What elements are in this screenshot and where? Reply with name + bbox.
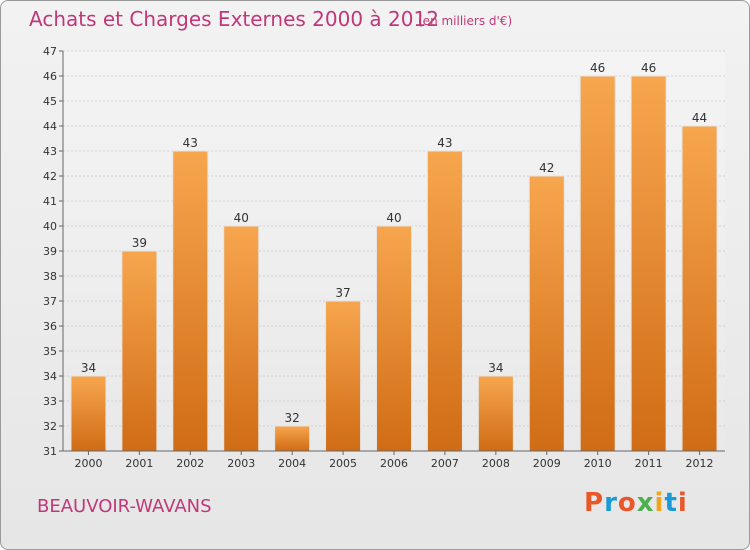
value-label-2010: 46 [590,61,605,75]
bar-2008 [477,375,514,452]
bar-2010 [579,75,616,452]
y-tick-label: 43 [43,145,57,158]
logo-letter: t [664,488,678,518]
y-tick-label: 41 [43,195,57,208]
y-tick-label: 42 [43,170,57,183]
y-tick-label: 36 [43,320,57,333]
logo-letter: i [654,488,665,518]
y-tick-label: 40 [43,220,57,233]
x-tick-label-2006: 2006 [380,457,408,470]
y-tick-label: 32 [43,420,57,433]
bar-2005 [325,300,362,452]
logo-letter: o [617,488,637,518]
bar-2001 [121,250,158,452]
y-tick-label: 44 [43,120,57,133]
value-label-2006: 40 [386,211,401,225]
y-tick-label: 34 [43,370,57,383]
axes: 31 32 33 34 35 36 37 38 39 40 41 42 43 44 45 46 47 2000 20… [43,45,725,470]
value-label-2000: 34 [81,361,96,375]
x-tick-label-2012: 2012 [686,457,714,470]
logo-letter: r [604,488,618,518]
x-tick-label-2005: 2005 [329,457,357,470]
logo-letter: x [636,488,655,518]
value-label-2004: 32 [285,411,300,425]
x-tick-label-2003: 2003 [227,457,255,470]
y-tick-label: 46 [43,70,57,83]
y-tick-label: 38 [43,270,57,283]
x-tick-label-2010: 2010 [584,457,612,470]
value-label-2007: 43 [437,136,452,150]
value-label-2001: 39 [132,236,147,250]
x-tick-label-2001: 2001 [125,457,153,470]
x-tick-label-2004: 2004 [278,457,306,470]
x-tick-label-2007: 2007 [431,457,459,470]
chart-subtitle: (en milliers d'€) [418,14,513,28]
bars: 34 39 43 40 32 37 40 43 34 42 46 46 44 [70,61,718,452]
bar-2003 [223,225,260,452]
bar-2011 [630,75,667,452]
y-tick-label: 45 [43,95,57,108]
x-tick-label-2011: 2011 [635,457,663,470]
y-tick-label: 47 [43,45,57,58]
value-label-2008: 34 [488,361,503,375]
bar-2004 [274,425,311,452]
bar-2012 [681,125,718,452]
value-label-2002: 43 [183,136,198,150]
value-label-2003: 40 [234,211,249,225]
x-tick-label-2009: 2009 [533,457,561,470]
chart-title: Achats et Charges Externes 2000 à 2012 [29,7,439,31]
x-tick-label-2000: 2000 [74,457,102,470]
x-tick-label-2008: 2008 [482,457,510,470]
bar-2009 [528,175,565,452]
y-tick-label: 37 [43,295,57,308]
value-label-2005: 37 [335,286,350,300]
bar-2007 [426,150,463,452]
value-label-2009: 42 [539,161,554,175]
proxiti-logo: Proxiti [584,488,688,518]
y-tick-label: 33 [43,395,57,408]
logo-letter: i [677,488,688,518]
y-tick-label: 31 [43,445,57,458]
bar-2000 [70,375,107,452]
y-tick-label: 35 [43,345,57,358]
x-tick-label-2002: 2002 [176,457,204,470]
bar-2002 [172,150,209,452]
value-label-2011: 46 [641,61,656,75]
logo-letter: P [584,488,605,518]
commune-name: BEAUVOIR-WAVANS [37,496,212,517]
value-label-2012: 44 [692,111,707,125]
bar-2006 [376,225,412,452]
y-tick-label: 39 [43,245,57,258]
